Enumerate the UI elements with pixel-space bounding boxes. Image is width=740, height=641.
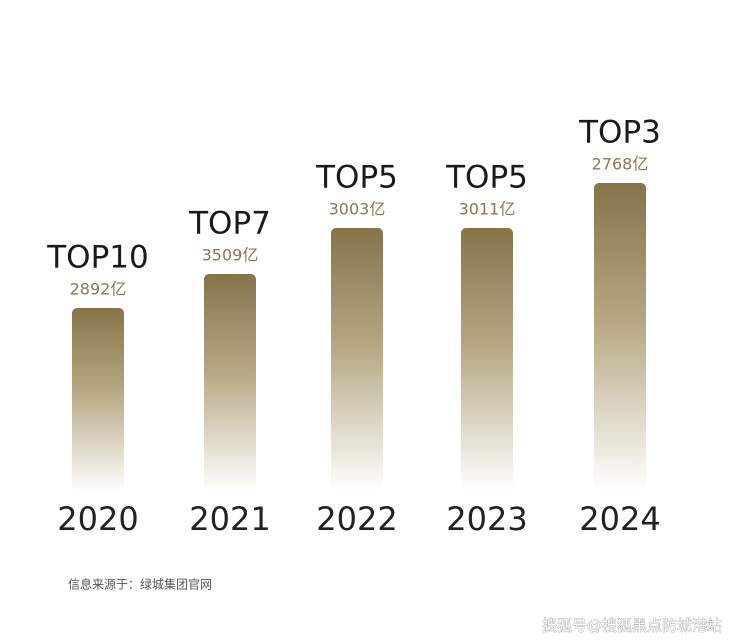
year-label: 2021: [189, 500, 270, 538]
decorative-bar: [594, 183, 646, 492]
decorative-bar: [204, 274, 256, 492]
rank-label: TOP10: [46, 240, 148, 276]
value-label: 3011亿: [459, 200, 516, 219]
value-label: 3003亿: [329, 200, 386, 219]
watermark: 搜狐号@搜狐黑点防城港站: [542, 617, 722, 635]
value-label: 3509亿: [202, 246, 259, 265]
rank-label: TOP5: [315, 160, 398, 196]
year-label: 2020: [57, 500, 138, 538]
year-label: 2022: [316, 500, 397, 538]
value-label: 2768亿: [592, 155, 649, 174]
rank-label: TOP7: [188, 206, 271, 242]
source-note: 信息来源于：绿城集团官网: [68, 577, 212, 592]
decorative-bar: [331, 228, 383, 492]
decorative-bar: [72, 308, 124, 492]
decorative-bar: [461, 228, 513, 492]
rank-label: TOP5: [445, 160, 528, 196]
year-label: 2024: [579, 500, 660, 538]
year-label: 2023: [446, 500, 527, 538]
value-label: 2892亿: [70, 280, 127, 299]
rank-label: TOP3: [578, 115, 661, 151]
